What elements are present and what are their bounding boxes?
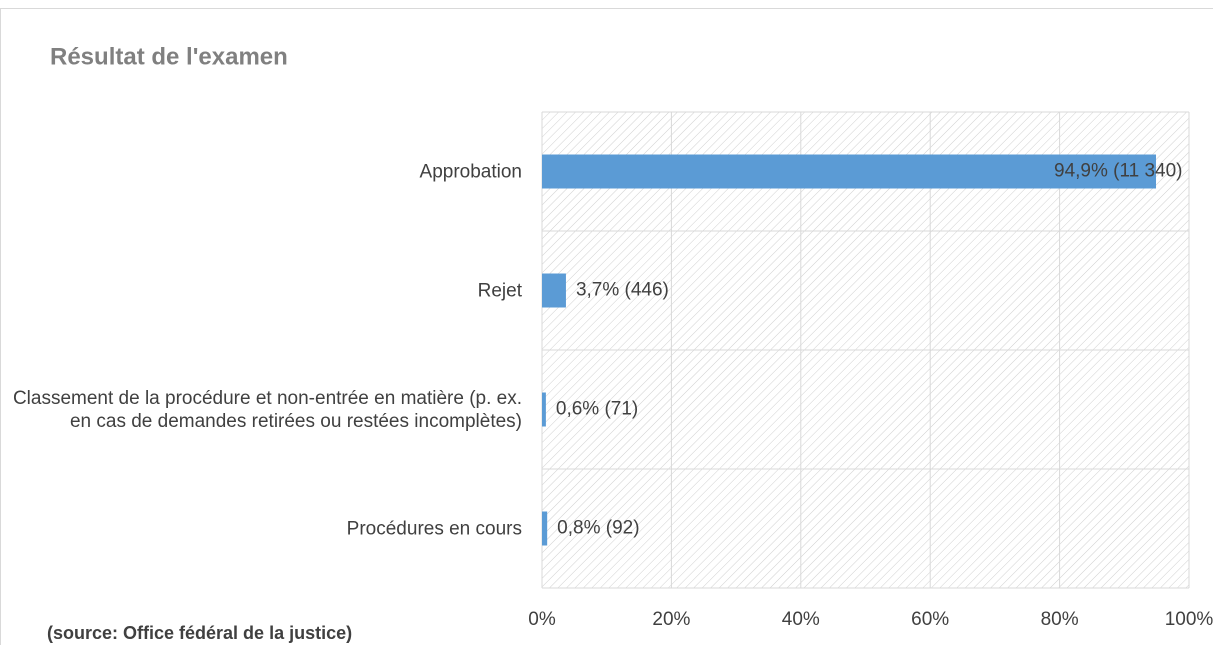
x-tick-label: 60%	[911, 609, 949, 630]
data-label: 94,9% (11 340)	[1054, 161, 1183, 182]
source-note: (source: Office fédéral de la justice)	[47, 623, 352, 643]
bar	[542, 273, 566, 308]
bar	[542, 392, 546, 427]
y-tick-label: Rejet	[477, 280, 522, 301]
data-label: 0,6% (71)	[556, 399, 638, 420]
bar	[542, 511, 548, 546]
bar	[542, 154, 1157, 189]
x-tick-label: 80%	[1041, 609, 1079, 630]
chart-title: Résultat de l'examen	[50, 43, 288, 70]
frame	[0, 8, 1213, 645]
y-tick-label: Procédures en cours	[346, 518, 522, 539]
data-label: 0,8% (92)	[557, 518, 639, 539]
data-label: 3,7% (446)	[576, 280, 669, 301]
x-tick-label: 0%	[528, 609, 556, 630]
x-tick-label: 40%	[782, 609, 820, 630]
y-tick-label: Approbation	[419, 161, 522, 182]
y-tick-label: Classement de la procédure et non-entrée…	[12, 387, 522, 432]
x-tick-label: 20%	[652, 609, 690, 630]
x-tick-label: 100%	[1165, 609, 1213, 630]
